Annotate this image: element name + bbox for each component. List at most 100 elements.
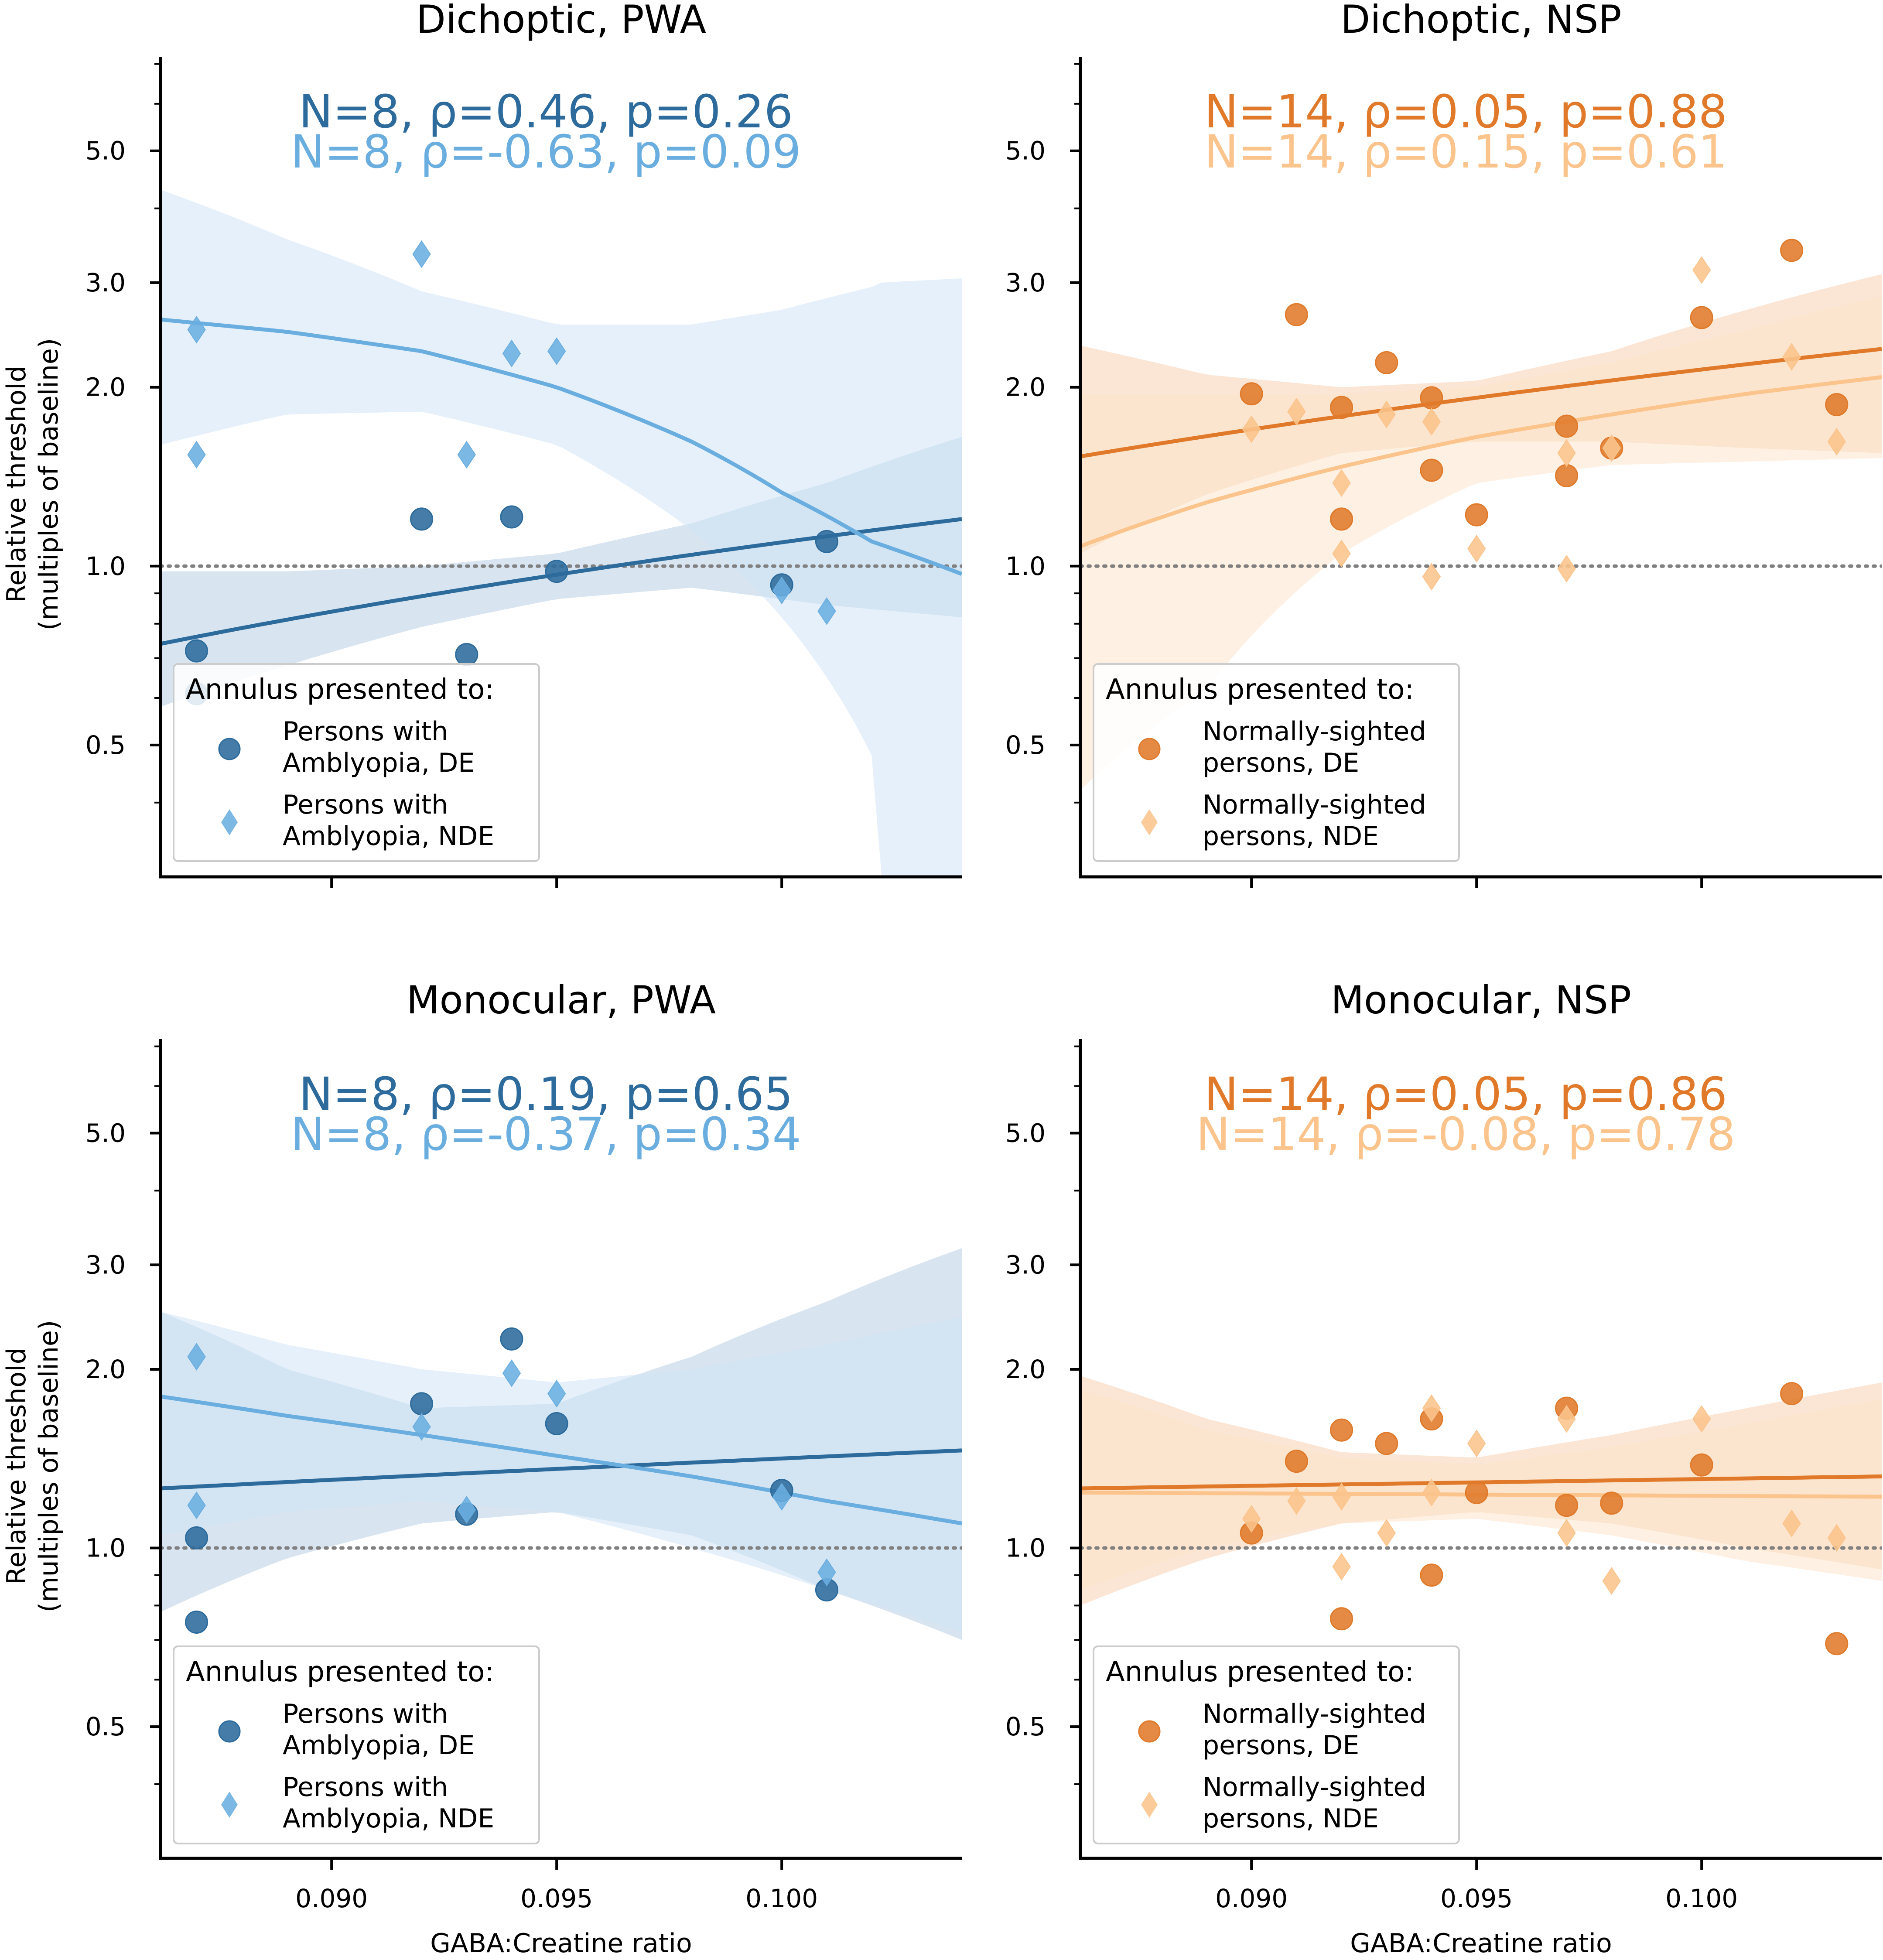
y-tick-label: 3.0 [1005, 1250, 1046, 1279]
data-point-de [545, 1412, 568, 1435]
data-point-de [545, 560, 568, 583]
data-point-de [1240, 382, 1263, 406]
data-point-nde [1557, 439, 1576, 467]
y-tick-label: 2.0 [1005, 1355, 1046, 1384]
data-point-nde [1422, 1478, 1441, 1507]
x-tick-label: 0.090 [1215, 1884, 1288, 1913]
data-point-nde [1242, 1505, 1261, 1533]
data-point-nde [1782, 1509, 1801, 1538]
data-point-de [1825, 1632, 1849, 1656]
data-point-de [1780, 239, 1804, 262]
confidence-band-nde [161, 189, 962, 877]
stats-annotation-nde: N=14, ρ=-0.08, p=0.78 [1196, 1108, 1735, 1161]
data-point-de [185, 1611, 208, 1634]
legend-label: Amblyopia, NDE [283, 1803, 494, 1834]
plot-area [161, 1248, 962, 1640]
fit-line-nde [161, 1394, 962, 1526]
data-point-nde [457, 441, 476, 469]
data-point-nde [1557, 1405, 1576, 1433]
y-tick-label: 0.5 [1005, 730, 1046, 760]
y-tick-label: 5.0 [1005, 136, 1046, 166]
panel-1: 0.5 1.0 2.0 3.0 5.0 Dichoptic, NSP N=14, ρ=0.0… [1005, 0, 1882, 888]
y-tick-label: 0.5 [1005, 1712, 1046, 1741]
data-point-de [1555, 414, 1579, 438]
data-point-de [1330, 396, 1353, 419]
legend-box [1093, 663, 1460, 862]
x-tick-label: 0.100 [745, 1884, 818, 1913]
data-point-nde [1692, 256, 1711, 284]
legend-marker-nde [221, 809, 238, 835]
data-point-nde [502, 339, 521, 368]
x-axis-label: GABA:Creatine ratio [430, 1928, 692, 1959]
data-point-de [1600, 1491, 1623, 1515]
data-point-nde [817, 597, 836, 625]
legend-box [1093, 1645, 1460, 1844]
stats-annotation-nde: N=8, ρ=-0.63, p=0.09 [290, 125, 801, 178]
y-tick-label: 3.0 [85, 268, 126, 298]
data-point-nde [1287, 397, 1306, 426]
legend-label: Normally-sighted [1203, 1772, 1426, 1803]
legend-marker-nde [1141, 809, 1158, 835]
data-point-nde [1287, 1487, 1306, 1515]
data-point-de [1465, 503, 1488, 527]
legend-label: Normally-sighted [1203, 790, 1426, 820]
legend-marker-de [1138, 1720, 1161, 1743]
legend-label: Persons with [283, 1772, 448, 1803]
y-tick-label: 3.0 [85, 1250, 126, 1279]
data-point-de [1555, 1494, 1579, 1517]
data-point-nde [1467, 1430, 1486, 1457]
stats-annotation-de: N=8, ρ=0.46, p=0.26 [299, 85, 793, 138]
data-point-nde [1422, 1394, 1441, 1422]
data-point-de [1330, 507, 1353, 531]
panel-2: 0.5 1.0 2.0 3.0 5.0 0.090 0.095 0.100 GABA:Creat… [1, 978, 962, 1959]
legend-label: Persons with [283, 790, 448, 820]
data-point-nde [1557, 554, 1576, 583]
data-point-de [455, 643, 478, 666]
data-point-de [1420, 386, 1443, 410]
panel-title: Monocular, NSP [1331, 978, 1631, 1023]
panel-title: Dichoptic, PWA [416, 0, 706, 42]
y-axis-label: Relative threshold [1, 1348, 32, 1585]
data-point-nde [1827, 428, 1846, 456]
data-point-de [1375, 351, 1398, 374]
data-point-de [410, 1392, 434, 1416]
data-point-de [1555, 464, 1579, 487]
legend-title: Annulus presented to: [186, 674, 494, 706]
x-tick-label: 0.100 [1665, 1884, 1738, 1913]
data-point-nde [1242, 415, 1261, 443]
y-tick-label: 2.0 [85, 373, 126, 402]
legend-label: Normally-sighted [1203, 1699, 1426, 1729]
y-tick-label: 1.0 [85, 1533, 126, 1563]
data-point-nde [547, 337, 566, 365]
y-tick-label: 5.0 [85, 1118, 126, 1148]
data-point-nde [1377, 400, 1396, 428]
fit-line-nde [1080, 375, 1882, 548]
data-point-nde [187, 441, 206, 469]
y-axis-label: (multiples of baseline) [34, 338, 64, 630]
plot-area [1080, 274, 1882, 790]
x-tick-label: 0.095 [520, 1884, 593, 1913]
data-point-de [1420, 458, 1443, 482]
panel-title: Monocular, PWA [407, 978, 716, 1023]
legend-label: persons, DE [1203, 748, 1359, 778]
data-point-de [1690, 1453, 1713, 1477]
data-point-nde [772, 1483, 791, 1511]
data-point-nde [187, 1343, 206, 1371]
y-tick-label: 5.0 [85, 136, 126, 166]
stats-annotation-de: N=14, ρ=0.05, p=0.88 [1204, 85, 1727, 138]
legend-marker-de [218, 738, 241, 760]
data-point-de [1825, 393, 1849, 417]
data-point-nde [412, 1413, 431, 1441]
data-point-nde [1782, 343, 1801, 371]
data-point-de [1285, 1450, 1308, 1473]
legend-label: persons, NDE [1203, 821, 1379, 852]
panel-3: 0.5 1.0 2.0 3.0 5.0 0.090 0.095 0.100 GABA:Creat… [1005, 978, 1882, 1959]
data-point-nde [1557, 1519, 1576, 1547]
fit-line-nde [161, 318, 962, 576]
data-point-nde [1602, 1567, 1621, 1595]
data-point-de [410, 507, 434, 531]
data-point-nde [1332, 469, 1351, 497]
data-point-nde [1467, 534, 1486, 563]
y-tick-label: 2.0 [85, 1355, 126, 1384]
